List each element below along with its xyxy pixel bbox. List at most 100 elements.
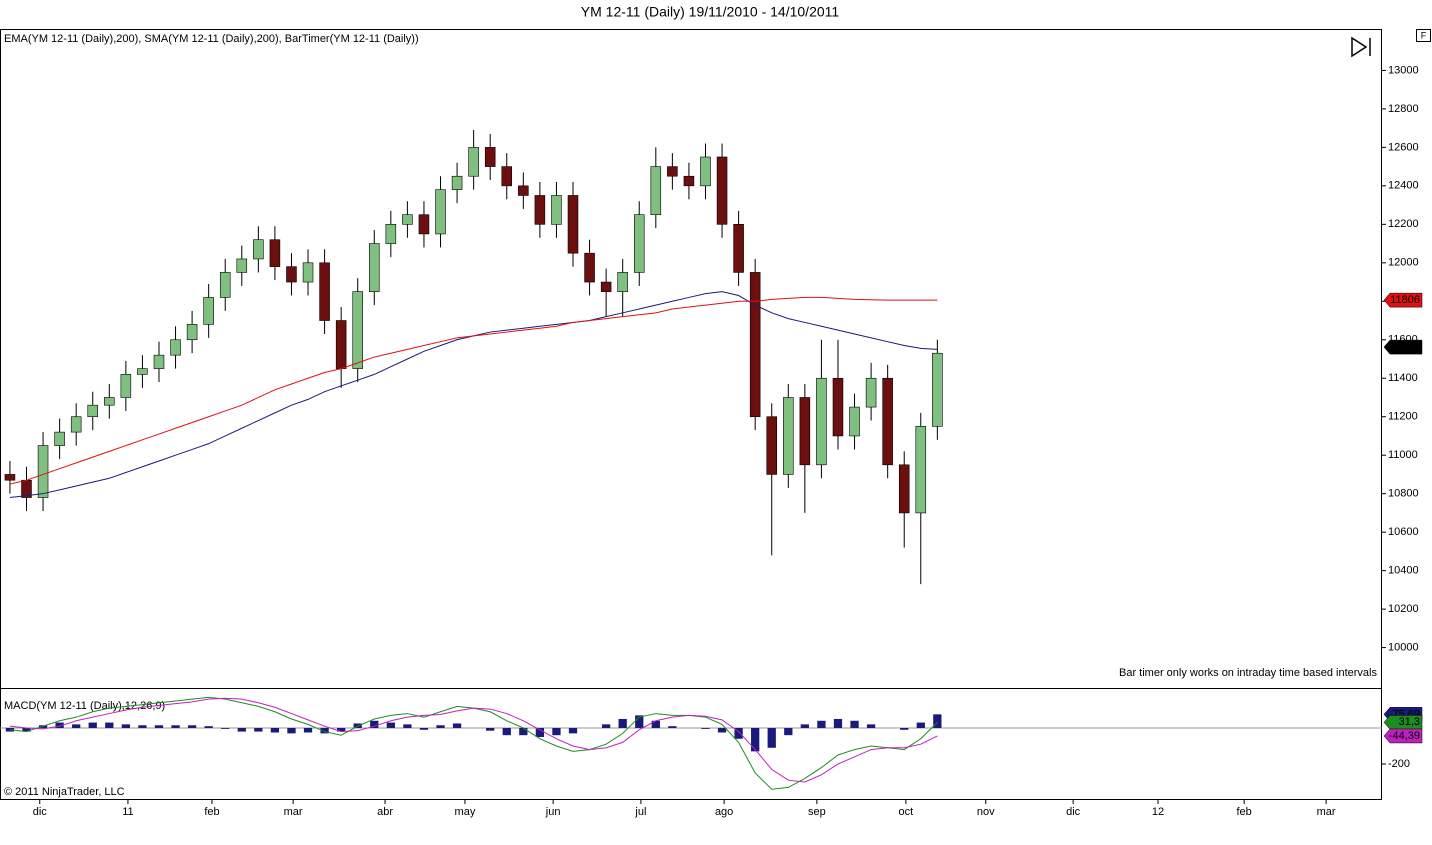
y-tick-label: 10800 — [1388, 488, 1419, 500]
sma-last-label-box — [1383, 292, 1423, 308]
macd-diff-bar — [568, 727, 578, 734]
x-tick-label: mar — [1317, 806, 1336, 818]
indicator-label: EMA(YM 12-11 (Daily),200), SMA(YM 12-11 … — [4, 33, 419, 45]
y-tick-label: 12000 — [1388, 257, 1419, 269]
candle-body — [898, 464, 910, 514]
candle-body — [302, 262, 314, 283]
macd-diff-bar — [668, 726, 677, 728]
x-tick-label: jul — [634, 806, 646, 818]
y-tick-label: 11200 — [1388, 411, 1418, 423]
macd-diff-bar — [386, 722, 395, 728]
macd-diff-bar — [618, 718, 627, 728]
macd-diff-bar — [866, 724, 876, 728]
macd-diff-bar — [717, 727, 727, 733]
macd-diff-bar — [237, 727, 246, 732]
x-tick-label: abr — [377, 806, 393, 818]
candle-body — [369, 243, 380, 292]
y-tick-label: 12400 — [1388, 180, 1419, 192]
macd-diff-bar — [601, 724, 611, 728]
macd-line-label-box — [1383, 728, 1423, 744]
candle-body — [667, 166, 678, 177]
macd-diff-bar — [337, 727, 346, 732]
x-tick-label: mar — [284, 806, 303, 818]
candle-body — [236, 258, 248, 273]
macd-diff-bar — [833, 718, 843, 728]
candle-body — [352, 291, 363, 369]
candle-body — [137, 368, 148, 375]
x-tick-label: ago — [715, 806, 733, 818]
chart-title: YM 12-11 (Daily) 19/11/2010 - 14/10/2011 — [581, 4, 840, 20]
macd-diff-bar — [55, 722, 64, 728]
macd-diff-bar — [734, 727, 743, 739]
macd-diff-bar — [751, 727, 760, 752]
y-tick-label: 10600 — [1388, 526, 1419, 538]
candle-body — [153, 354, 165, 369]
candle-body — [716, 156, 728, 225]
macd-diff-bar — [154, 725, 164, 728]
candle-body — [849, 406, 860, 437]
candle-body — [600, 281, 612, 292]
macd-diff-bar — [121, 724, 131, 728]
candle-body — [518, 185, 529, 196]
candle-body — [203, 297, 214, 325]
x-tick-label: dic — [33, 806, 48, 818]
macd-diff-bar — [800, 724, 809, 728]
y-tick-label: 11400 — [1388, 372, 1418, 384]
macd-diff-bar — [403, 724, 412, 728]
candle-body — [799, 397, 811, 466]
macd-diff-bar — [88, 722, 97, 728]
macd-diff-bar — [303, 727, 313, 733]
candle-body — [534, 195, 546, 225]
last-price-label-box — [1383, 339, 1423, 355]
y-tick-label: 12800 — [1388, 103, 1419, 115]
candle-body — [104, 397, 115, 406]
y-tick-label: 10000 — [1388, 642, 1419, 654]
candle-body — [402, 214, 413, 225]
candle-body — [335, 320, 347, 369]
macd-line-label-box — [1383, 715, 1423, 730]
x-tick-label: feb — [1236, 806, 1251, 818]
macd-diff-bar — [221, 727, 230, 729]
y-tick-label: 10200 — [1388, 603, 1419, 615]
annotation: Bar timer only works on intraday time ba… — [1119, 667, 1377, 679]
macd-diff-bar — [138, 725, 147, 728]
macd-diff-bar — [72, 724, 81, 728]
candle-body — [37, 445, 49, 498]
candle-body — [435, 189, 446, 235]
macd-diff-bar — [452, 723, 462, 728]
y-tick-label: 11000 — [1388, 449, 1418, 461]
macd-diff-bar — [651, 720, 660, 728]
sma-last-label: 11806 — [1390, 294, 1420, 306]
macd-diff-bar — [916, 722, 925, 728]
y-tick-label: 13000 — [1388, 64, 1419, 76]
macd-diff-bar — [519, 727, 528, 736]
macd-diff-bar — [817, 720, 826, 728]
x-tick-label: sep — [808, 806, 826, 818]
x-tick-label: 11 — [122, 806, 133, 818]
macd-diff-bar — [105, 722, 114, 728]
macd-diff-bar — [701, 727, 710, 729]
macd-diff-bar — [552, 727, 561, 736]
candle-body — [551, 195, 562, 225]
candle-body — [186, 324, 198, 341]
macd-diff-bar — [635, 715, 644, 728]
candle-body — [451, 175, 463, 190]
macd-diff-bar — [287, 727, 296, 734]
candle-body — [882, 377, 893, 466]
candle-body — [683, 175, 695, 187]
macd-diff-bar — [502, 727, 511, 736]
candle-body — [700, 156, 711, 187]
x-tick-label: jun — [545, 806, 561, 818]
candle-body — [120, 374, 132, 398]
candle-body — [932, 352, 943, 427]
macd-line-label: -44,39 — [1389, 730, 1420, 742]
macd-diff-bar — [204, 726, 213, 728]
x-tick-label: nov — [977, 806, 995, 818]
macd-diff-bar — [486, 727, 495, 731]
macd-line-label: 31,3 — [1399, 716, 1420, 728]
plot-frame — [0, 29, 1382, 800]
macd-diff-bar — [419, 727, 429, 730]
candle-body — [484, 147, 496, 167]
candle-body — [4, 474, 16, 481]
